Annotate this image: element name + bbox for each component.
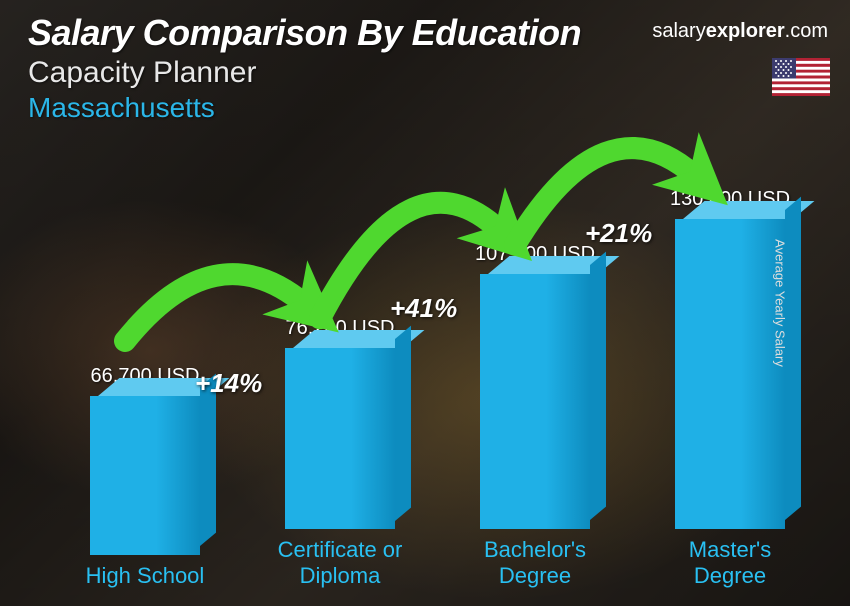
chart-subtitle: Capacity Planner	[28, 56, 830, 90]
increase-label: +41%	[390, 293, 457, 324]
bar-chart: 66,700 USDHigh School76,200 USDCertifica…	[40, 118, 810, 588]
increase-arc	[125, 274, 305, 341]
chart-location: Massachusetts	[28, 92, 830, 124]
arcs-layer	[40, 118, 810, 588]
increase-label: +21%	[585, 218, 652, 249]
brand-logo: salaryexplorer.com	[652, 20, 828, 43]
brand-suffix: .com	[785, 20, 828, 42]
y-axis-label: Average Yearly Salary	[773, 239, 788, 367]
increase-label: +14%	[195, 368, 262, 399]
brand-bold: explorer	[706, 20, 785, 42]
flag-icon	[772, 58, 830, 96]
brand-prefix: salary	[652, 20, 705, 42]
